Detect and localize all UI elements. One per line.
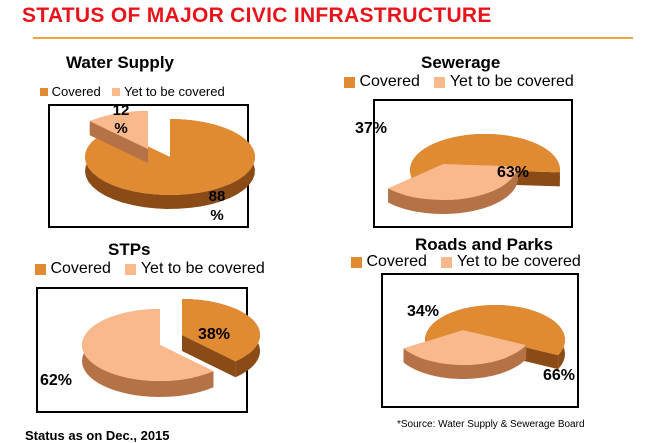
chart-legend: Covered Yet to be covered — [351, 253, 581, 271]
chart-legend: Covered Yet to be covered — [35, 260, 265, 278]
title-underline — [33, 37, 633, 39]
legend-swatch-yet — [434, 76, 446, 88]
legend-label-covered: Covered — [359, 73, 420, 90]
chart-frame — [373, 99, 573, 228]
slice-cut-face — [89, 121, 148, 163]
chart-title: Roads and Parks — [415, 235, 553, 254]
data-label-yet: 37% — [355, 120, 388, 137]
data-label-yet: 62% — [40, 372, 73, 389]
data-label-yet: 12 % — [112, 102, 130, 137]
legend-label-yet: Yet to be covered — [449, 73, 574, 90]
legend-swatch-yet — [125, 263, 137, 275]
slice-side — [388, 166, 518, 214]
chart-frame — [381, 273, 579, 408]
data-label-covered: 63% — [497, 164, 530, 181]
legend-swatch-covered — [35, 263, 46, 275]
data-label-covered: 88 % — [208, 188, 226, 224]
legend-swatch-yet — [112, 87, 121, 96]
data-label-covered: 66% — [543, 367, 576, 384]
chart-legend: Covered Yet to be covered — [40, 83, 225, 99]
slice-yet-to-be-covered — [403, 330, 527, 379]
legend-swatch-covered — [40, 87, 48, 96]
legend-swatch-covered — [344, 76, 355, 88]
slice-top — [89, 111, 148, 149]
slice-top — [388, 164, 518, 200]
source-note: *Source: Water Supply & Sewerage Board — [397, 419, 585, 430]
data-label-covered: 38% — [198, 326, 231, 343]
legend-swatch-covered — [351, 256, 362, 268]
legend-label-covered: Covered — [366, 253, 427, 270]
legend-label-yet: Yet to be covered — [140, 260, 265, 277]
slice-top — [81, 309, 214, 381]
chart-legend: Covered Yet to be covered — [344, 73, 574, 91]
status-note: Status as on Dec., 2015 — [25, 428, 170, 443]
legend-label-yet: Yet to be covered — [124, 84, 225, 100]
chart-title: Sewerage — [421, 53, 501, 72]
slice-top — [182, 299, 260, 362]
chart-title: Water Supply — [66, 53, 174, 72]
slice-yet-to-be-covered — [388, 164, 518, 214]
slice-cut-face — [182, 335, 236, 378]
slice-top — [403, 330, 527, 366]
data-label-yet: 34% — [407, 303, 440, 320]
slice-covered — [182, 299, 260, 378]
slice-yet-to-be-covered — [89, 111, 148, 163]
page-title: STATUS OF MAJOR CIVIC INFRASTRUCTURE — [22, 4, 492, 27]
legend-label-covered: Covered — [50, 260, 111, 277]
chart-title: STPs — [108, 240, 151, 259]
legend-label-covered: Covered — [51, 84, 101, 100]
slice-yet-to-be-covered — [81, 309, 214, 397]
legend-swatch-yet — [441, 256, 453, 268]
legend-label-yet: Yet to be covered — [456, 253, 581, 270]
slice-side — [403, 345, 527, 379]
